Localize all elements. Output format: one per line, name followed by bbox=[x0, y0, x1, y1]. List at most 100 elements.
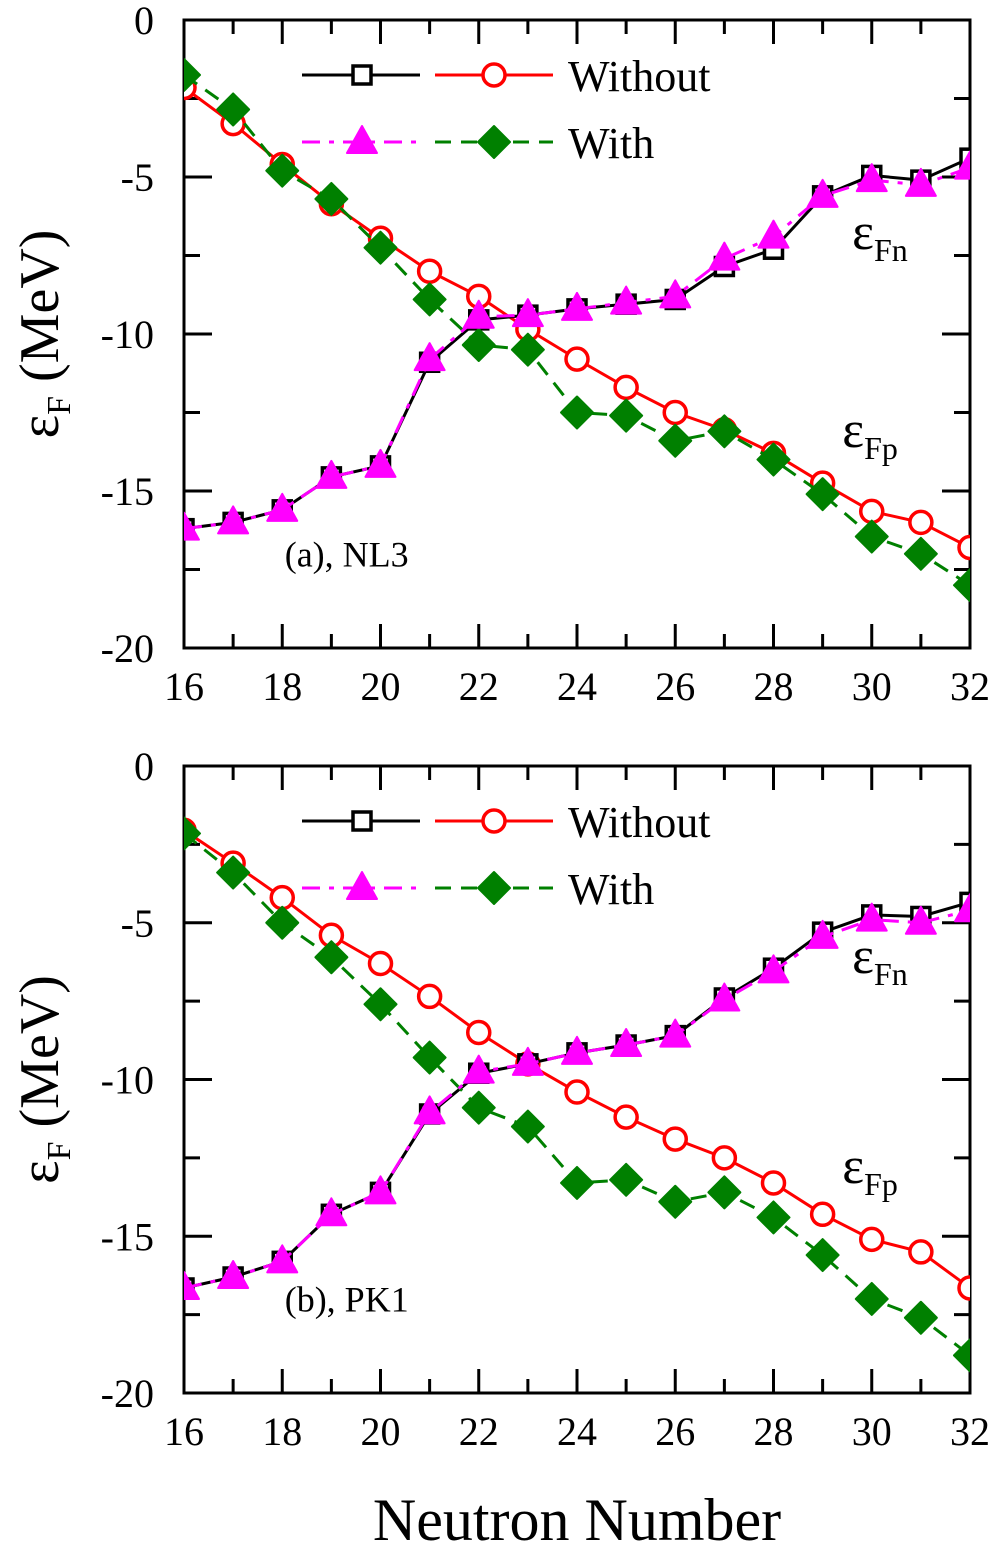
legend-marker-diamond bbox=[477, 125, 511, 159]
annotation-fn: εFn bbox=[852, 204, 908, 268]
data-point-eFn_with bbox=[511, 1046, 544, 1076]
data-point-eFn_with bbox=[855, 163, 888, 193]
series-eFp_without bbox=[184, 817, 970, 1301]
data-point-eFp_with bbox=[216, 92, 251, 127]
y-tick-label: -5 bbox=[121, 155, 154, 200]
data-point-eFn_with bbox=[217, 1260, 250, 1290]
data-point-eFn_with bbox=[266, 1244, 299, 1274]
data-point-eFn_with bbox=[806, 178, 839, 208]
data-point-eFp_with bbox=[265, 905, 300, 940]
data-point-eFp_with bbox=[216, 855, 251, 890]
x-tick-label: 28 bbox=[754, 664, 794, 709]
legend-label-without: Without bbox=[568, 52, 710, 101]
data-point-eFn_with bbox=[855, 902, 888, 932]
y-tick-label: -20 bbox=[101, 626, 154, 671]
data-point-eFn_with bbox=[561, 1035, 593, 1065]
data-point-eFn_with bbox=[708, 982, 741, 1012]
data-point-eFp_with bbox=[756, 1200, 791, 1235]
data-point-eFn_with bbox=[806, 919, 839, 949]
data-point-eFp_without bbox=[613, 1104, 639, 1130]
series-eFp_with bbox=[184, 816, 970, 1373]
data-point-eFn_with bbox=[757, 954, 790, 984]
data-point-eFp_with bbox=[854, 519, 889, 554]
x-tick-label: 16 bbox=[164, 664, 204, 709]
data-point-eFn_with bbox=[413, 1095, 446, 1125]
data-point-eFn_with bbox=[610, 1028, 643, 1058]
data-point-eFp_without bbox=[908, 1239, 934, 1265]
x-tick-label: 30 bbox=[852, 1409, 892, 1454]
x-tick-label: 20 bbox=[361, 1409, 401, 1454]
x-tick-label: 24 bbox=[557, 664, 597, 709]
y-axis-title-unit: (MeV) bbox=[9, 230, 71, 396]
data-point-eFp_without bbox=[416, 258, 443, 284]
series-eFn_with bbox=[184, 150, 970, 541]
x-tick-label: 30 bbox=[852, 664, 892, 709]
data-point-eFn_with bbox=[659, 279, 692, 309]
annotation-sub: Fn bbox=[874, 956, 908, 992]
data-point-eFp_with bbox=[658, 423, 693, 458]
y-tick-label: 0 bbox=[134, 744, 154, 789]
y-tick-label: -10 bbox=[101, 1058, 154, 1103]
data-point-eFp_with bbox=[854, 1281, 889, 1316]
data-point-eFn_with bbox=[708, 241, 741, 271]
data-point-eFp_with bbox=[412, 282, 447, 317]
data-point-eFp_with bbox=[805, 1238, 840, 1273]
data-point-eFp_with bbox=[953, 568, 970, 603]
y-axis-title-sub: F bbox=[41, 396, 78, 415]
data-point-eFp_with bbox=[510, 332, 545, 367]
data-point-eFn_with bbox=[511, 298, 544, 328]
data-point-eFp_without bbox=[957, 1275, 970, 1301]
legend-marker-circle bbox=[481, 62, 507, 88]
x-tick-label: 24 bbox=[557, 1409, 597, 1454]
plot-area bbox=[184, 816, 970, 1373]
data-point-eFp_without bbox=[662, 399, 688, 426]
legend: Without With bbox=[302, 798, 710, 914]
legend-marker-triangle bbox=[346, 125, 378, 154]
x-tick-label: 26 bbox=[655, 664, 695, 709]
data-point-eFp_with bbox=[805, 477, 840, 512]
annotation-fn: εFn bbox=[852, 928, 908, 992]
series-line-eFn_with bbox=[184, 166, 970, 531]
data-point-eFn_with bbox=[462, 299, 495, 329]
data-point-eFn_with bbox=[954, 150, 970, 180]
x-tick-label: 28 bbox=[754, 1409, 794, 1454]
data-point-eFp_with bbox=[658, 1184, 693, 1219]
data-point-eFp_with bbox=[609, 398, 644, 433]
annotation-fp: εFp bbox=[842, 1138, 898, 1202]
data-point-eFn_with bbox=[364, 1175, 397, 1205]
x-tick-label: 32 bbox=[950, 1409, 990, 1454]
data-point-eFn_with bbox=[904, 167, 937, 197]
legend-marker-circle bbox=[481, 808, 507, 834]
legend: Without With bbox=[302, 52, 710, 168]
annotation-sub: Fp bbox=[864, 1166, 898, 1202]
data-point-eFp_without bbox=[564, 346, 590, 372]
x-tick-label: 26 bbox=[655, 1409, 695, 1454]
x-tick-label: 18 bbox=[262, 1409, 302, 1454]
data-point-eFp_without bbox=[859, 498, 885, 525]
y-tick-label: 0 bbox=[134, 0, 154, 43]
data-point-eFn_with bbox=[904, 905, 937, 935]
data-point-eFp_with bbox=[363, 987, 398, 1022]
data-point-eFp_without bbox=[269, 884, 295, 911]
data-point-eFn_with bbox=[757, 219, 790, 249]
data-point-eFn_with bbox=[610, 285, 643, 315]
x-tick-label: 22 bbox=[459, 1409, 499, 1454]
data-point-eFp_without bbox=[809, 1201, 836, 1228]
y-axis-title-main: ε bbox=[9, 1160, 71, 1184]
data-point-eFp_without bbox=[662, 1126, 688, 1152]
x-tick-label: 18 bbox=[262, 664, 302, 709]
data-point-eFp_with bbox=[609, 1162, 644, 1197]
data-point-eFp_with bbox=[314, 181, 349, 216]
series-eFn_with bbox=[184, 893, 970, 1300]
data-point-eFp_with bbox=[184, 57, 201, 92]
y-tick-label: -5 bbox=[121, 901, 154, 946]
data-point-eFp_with bbox=[903, 536, 938, 571]
data-point-eFp_without bbox=[908, 509, 934, 536]
annotation-main: ε bbox=[852, 928, 874, 985]
data-point-eFp_without bbox=[859, 1226, 885, 1253]
x-tick-label: 22 bbox=[459, 664, 499, 709]
y-tick-label: -15 bbox=[101, 469, 154, 514]
data-point-eFp_without bbox=[416, 983, 443, 1010]
y-tick-label: -20 bbox=[101, 1371, 154, 1416]
